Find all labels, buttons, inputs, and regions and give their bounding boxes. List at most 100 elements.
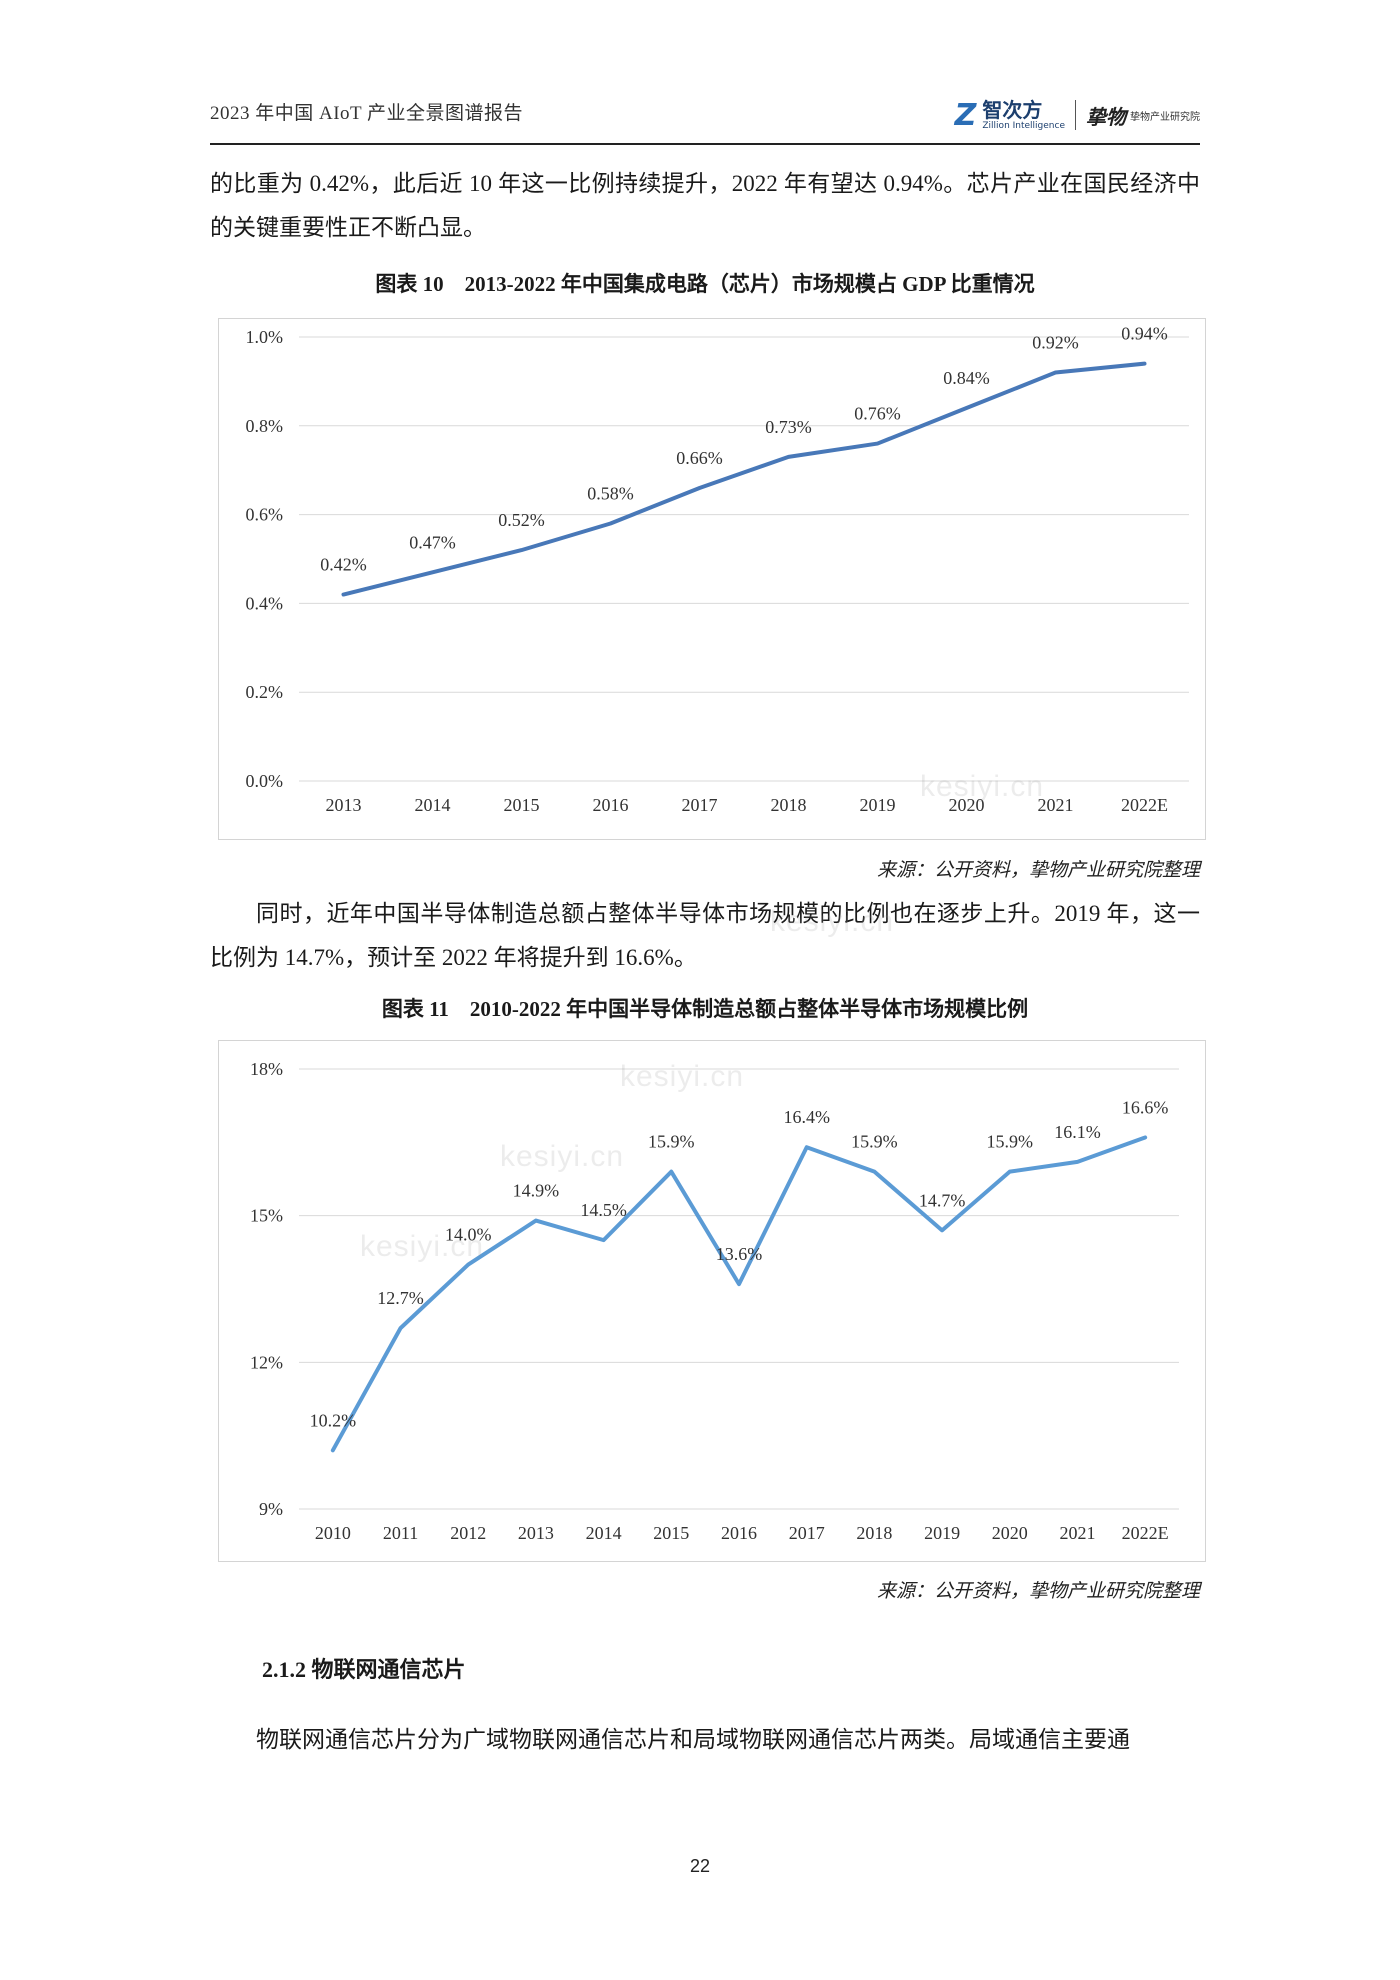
data-label: 0.52% [498, 510, 545, 530]
y-tick-label: 12% [250, 1352, 283, 1372]
x-tick-label: 2013 [326, 795, 362, 815]
data-label: 0.58% [587, 483, 634, 503]
paragraph-intro: 的比重为 0.42%，此后近 10 年这一比例持续提升，2022 年有望达 0.… [210, 162, 1200, 250]
paragraph-iot-chips: 物联网通信芯片分为广域物联网通信芯片和局域物联网通信芯片两类。局域通信主要通 [210, 1718, 1200, 1762]
data-label: 16.6% [1122, 1097, 1169, 1117]
zillion-logo-cn: 智次方 [982, 97, 1043, 122]
x-tick-label: 2016 [721, 1523, 757, 1543]
data-label: 13.6% [716, 1244, 763, 1264]
x-tick-label: 2018 [771, 795, 807, 815]
data-point [520, 548, 523, 552]
figure-11-svg: 9% 12% 15% 18% 2010 2011 2012 2013 2014 2015 2016 2… [250, 1059, 1179, 1543]
data-label: 0.42% [320, 555, 367, 575]
y-tick-label: 0.8% [246, 416, 284, 436]
data-label: 0.94% [1121, 324, 1168, 344]
data-label: 0.76% [854, 404, 901, 424]
data-point [1008, 1170, 1012, 1174]
data-label: 12.7% [377, 1288, 424, 1308]
x-tick-label: 2020 [992, 1523, 1028, 1543]
series-line [330, 1135, 1148, 1453]
data-point [1143, 1135, 1147, 1139]
data-point [466, 1263, 470, 1267]
figure-10-svg: 0.0% 0.2% 0.4% 0.6% 0.8% 1.0% 2013 2014 2015 2016… [246, 324, 1189, 815]
zhiwu-logo: 挚物 挚物产业研究院 [1086, 101, 1200, 130]
x-tick-label: 2015 [653, 1523, 689, 1543]
data-point [431, 570, 434, 574]
zillion-logo: Z 智次方 Zillion Intelligence [955, 98, 1065, 133]
data-point [940, 1228, 944, 1232]
y-tick-label: 0.4% [246, 593, 284, 613]
paragraph-semiconductor: 同时，近年中国半导体制造总额占整体半导体市场规模的比例也在逐步上升。2019 年… [210, 892, 1200, 980]
data-point [698, 486, 701, 490]
data-label: 0.73% [765, 417, 812, 437]
x-tick-label: 2022E [1121, 795, 1168, 815]
paragraph-text: 的比重为 0.42%，此后近 10 年这一比例持续提升，2022 年有望达 0.… [210, 171, 1200, 240]
x-tick-label: 2012 [450, 1523, 486, 1543]
data-label: 14.0% [445, 1225, 492, 1245]
data-label: 15.9% [648, 1132, 695, 1152]
page-header: 2023 年中国 AIoT 产业全景图谱报告 Z 智次方 Zillion Int… [210, 92, 1200, 144]
y-tick-label: 0.6% [246, 505, 284, 525]
figure-10-title: 图表 10 2013-2022 年中国集成电路（芯片）市场规模占 GDP 比重情… [375, 272, 1035, 296]
data-point [331, 1448, 335, 1452]
data-label: 10.2% [310, 1410, 357, 1430]
data-point [872, 1170, 876, 1174]
y-tick-label: 9% [259, 1499, 283, 1519]
data-point [1075, 1160, 1079, 1164]
figure-11-chart: 9% 12% 15% 18% 2010 2011 2012 2013 2014 2015 2016 2… [218, 1040, 1206, 1562]
data-point [1054, 371, 1057, 375]
data-point [787, 455, 790, 459]
data-label: 14.9% [513, 1181, 560, 1201]
data-point [669, 1170, 673, 1174]
data-point [609, 521, 612, 525]
logo-divider [1075, 100, 1076, 130]
series-line [341, 361, 1147, 597]
figure-10-source: 来源：公开资料，挚物产业研究院整理 [876, 860, 1200, 881]
x-tick-label: 2017 [789, 1523, 825, 1543]
data-point [602, 1238, 606, 1242]
paragraph-text: 物联网通信芯片分为广域物联网通信芯片和局域物联网通信芯片两类。局域通信主要通 [256, 1727, 1130, 1752]
data-label: 15.9% [851, 1132, 898, 1152]
header-rule [210, 143, 1200, 145]
zhiwu-logo-text: 挚物产业研究院 [1130, 111, 1200, 123]
x-tick-label: 2015 [504, 795, 540, 815]
data-label: 14.5% [580, 1200, 627, 1220]
zillion-logo-icon: Z [954, 97, 977, 133]
figure-11-title: 图表 11 2010-2022 年中国半导体制造总额占整体半导体市场规模比例 [381, 997, 1029, 1021]
x-tick-label: 2011 [383, 1523, 418, 1543]
data-label: 16.4% [783, 1107, 830, 1127]
x-tick-label: 2014 [415, 795, 451, 815]
data-point [805, 1145, 809, 1149]
x-tick-label: 2010 [315, 1523, 351, 1543]
y-tick-label: 0.2% [246, 682, 284, 702]
data-point [1143, 362, 1146, 366]
x-tick-label: 2013 [518, 1523, 554, 1543]
x-tick-label: 2019 [924, 1523, 960, 1543]
report-title: 2023 年中国 AIoT 产业全景图谱报告 [210, 103, 524, 124]
x-tick-label: 2019 [860, 795, 896, 815]
data-point [737, 1282, 741, 1286]
zillion-logo-en: Zillion Intelligence [982, 120, 1065, 131]
zhiwu-logo-icon: 挚物 [1086, 104, 1126, 129]
data-label: 14.7% [919, 1190, 966, 1210]
y-tick-label: 0.0% [246, 771, 284, 791]
figure-10-chart: 0.0% 0.2% 0.4% 0.6% 0.8% 1.0% 2013 2014 2015 2016… [218, 318, 1206, 840]
data-point [399, 1326, 403, 1330]
data-label: 16.1% [1054, 1122, 1101, 1142]
x-tick-label: 2022E [1122, 1523, 1169, 1543]
y-tick-label: 1.0% [246, 327, 284, 347]
x-tick-label: 2020 [949, 795, 985, 815]
x-tick-label: 2014 [586, 1523, 622, 1543]
data-point [876, 442, 879, 446]
data-label: 0.66% [676, 448, 723, 468]
data-label: 0.92% [1032, 333, 1079, 353]
page-number: 22 [689, 1856, 711, 1876]
x-tick-label: 2018 [856, 1523, 892, 1543]
data-point [965, 406, 968, 410]
paragraph-text: 同时，近年中国半导体制造总额占整体半导体市场规模的比例也在逐步上升。2019 年… [210, 901, 1200, 970]
section-heading: 2.1.2 物联网通信芯片 [262, 1657, 466, 1682]
figure-11-source: 来源：公开资料，挚物产业研究院整理 [876, 1581, 1200, 1602]
data-label: 15.9% [987, 1132, 1034, 1152]
x-tick-label: 2021 [1059, 1523, 1095, 1543]
header-logos: Z 智次方 Zillion Intelligence 挚物 挚物产业研究院 [955, 92, 1200, 138]
